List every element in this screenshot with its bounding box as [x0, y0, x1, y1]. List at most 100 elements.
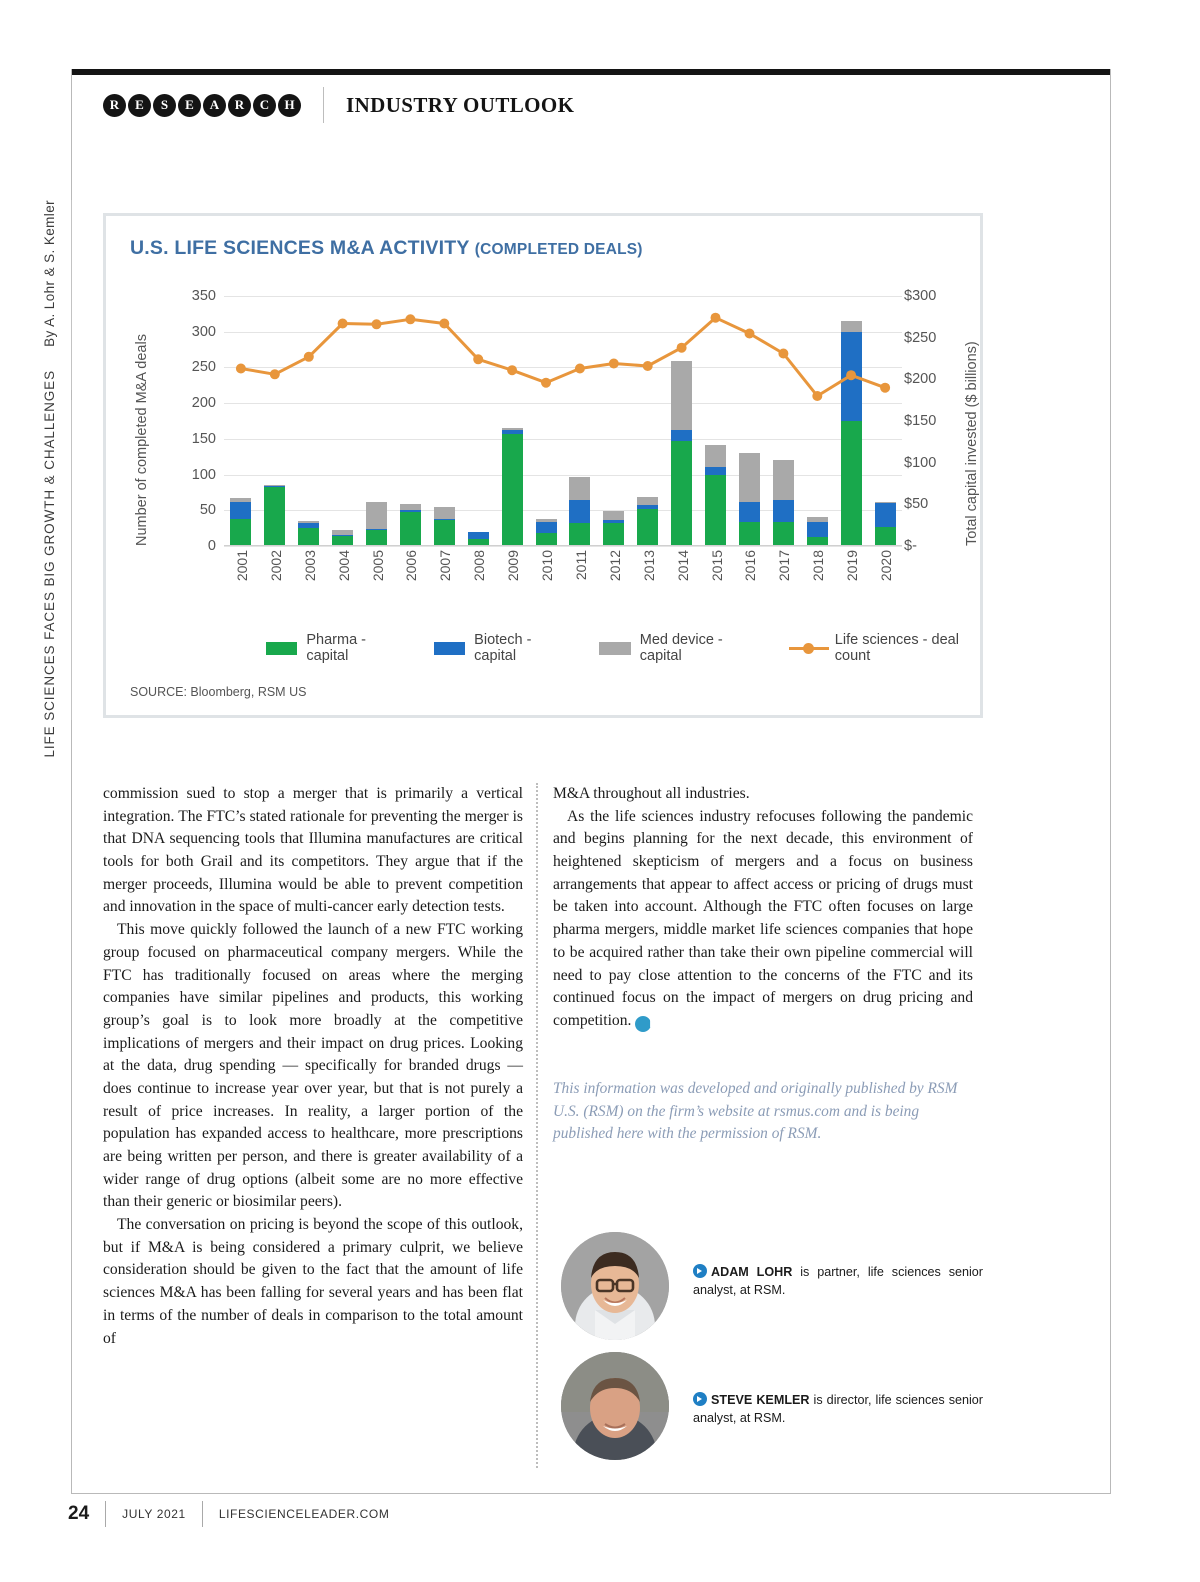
bio-role: is partner, life sciences senior analyst…: [693, 1265, 983, 1297]
bar-segment-med-device: [738, 453, 760, 503]
deal-count-line-series: [235, 312, 891, 401]
x-tick-label: 2012: [606, 550, 623, 582]
column-divider: [536, 783, 538, 1468]
bar-stack: [603, 511, 625, 546]
bar-segment-biotech: [433, 518, 455, 521]
bar-segment-biotech: [501, 430, 523, 434]
body-column-right: M&A throughout all industries. As the lif…: [553, 783, 973, 1033]
gridline: [224, 546, 902, 547]
chart-plot-area: Number of completed M&A deals Total capi…: [106, 276, 986, 666]
bar-segment-biotech: [298, 523, 320, 529]
gridline: [224, 474, 902, 476]
legend-swatch-icon: [599, 641, 631, 655]
bar-segment-med-device: [535, 518, 557, 522]
page-top-rule: [71, 69, 1111, 75]
chart-title-sub: (COMPLETED DEALS): [474, 241, 643, 258]
side-rail: By A. Lohr & S. Kemler LIFE SCIENCES FAC…: [36, 200, 72, 758]
body-paragraph: M&A throughout all industries.: [553, 785, 750, 802]
bio-role: is director, life sciences senior analys…: [693, 1393, 983, 1425]
x-tick-label: 2003: [301, 550, 318, 582]
y-tick-label-right: $200: [904, 371, 937, 388]
x-tick-label: 2020: [878, 550, 895, 582]
research-letter: R: [228, 93, 251, 117]
bar-segment-pharma: [230, 518, 252, 546]
deal-count-point: [846, 370, 857, 381]
x-tick-label: 2014: [674, 550, 691, 582]
research-letter: S: [153, 93, 176, 117]
deal-count-point: [574, 363, 585, 374]
x-axis-ticks: 2001 2002 2003 2004 2005 2006 2007 2008 2009 2010…: [224, 550, 902, 620]
bar-segment-med-device: [501, 428, 523, 431]
x-tick-label: 2001: [233, 550, 250, 582]
bar-stack: [501, 428, 523, 546]
legend-label: Life sciences - deal count: [834, 632, 959, 664]
bar-segment-biotech: [332, 534, 354, 536]
arrow-right-icon: [693, 1264, 707, 1278]
y-tick-label-left: 300: [191, 323, 216, 340]
y-tick-label-left: 150: [191, 430, 216, 447]
bar-segment-pharma: [298, 528, 320, 546]
y-axis-label-right: Total capital invested ($ billions): [964, 341, 980, 546]
research-letter: H: [278, 93, 301, 117]
bar-stack: [772, 460, 794, 546]
gridline: [224, 296, 902, 297]
bar-segment-pharma: [671, 441, 693, 546]
page-title: INDUSTRY OUTLOOK: [346, 92, 575, 117]
y-tick-label-right: $250: [904, 329, 937, 346]
arrow-right-icon: [693, 1392, 707, 1406]
bar-segment-biotech: [264, 486, 286, 488]
bar-segment-pharma: [772, 521, 794, 546]
chart-title-main: U.S. LIFE SCIENCES M&A ACTIVITY: [130, 237, 475, 259]
x-tick-label: 2013: [640, 550, 657, 582]
y-tick-label-left: 100: [191, 466, 216, 483]
legend-item-biotech: Biotech - capital: [433, 632, 570, 664]
bar-stack: [366, 501, 388, 546]
avatar-portrait-icon: [561, 1232, 669, 1340]
bar-segment-pharma: [399, 512, 421, 546]
y-tick-label-left: 0: [207, 538, 216, 554]
bar-segment-biotech: [671, 430, 693, 441]
bar-segment-med-device: [298, 521, 320, 524]
x-tick-label: 2008: [471, 550, 488, 582]
deal-count-polyline: [240, 316, 886, 398]
deal-count-point: [778, 348, 789, 359]
deal-count-point: [880, 382, 891, 393]
deal-count-point: [439, 318, 450, 329]
bar-segment-biotech: [806, 522, 828, 538]
bar-segment-pharma: [637, 508, 659, 546]
chart-legend: Pharma - capital Biotech - capital Med d…: [266, 632, 986, 664]
author-bio-adam-lohr: ADAM LOHR is partner, life sciences seni…: [553, 1232, 983, 1342]
bar-stack: [705, 444, 727, 546]
deal-count-point: [710, 312, 721, 323]
page-frame: [71, 69, 1111, 1494]
legend-swatch-icon: [433, 641, 466, 655]
x-tick-label: 2009: [505, 550, 522, 582]
bar-segment-med-device: [366, 501, 388, 529]
deal-count-point: [473, 354, 484, 365]
bar-segment-med-device: [603, 511, 625, 520]
bar-stack: [671, 361, 693, 546]
bar-segment-pharma: [705, 475, 727, 546]
y-tick-label-right: $150: [904, 413, 937, 429]
bar-stack: [433, 506, 455, 546]
bar-segment-biotech: [366, 528, 388, 531]
body-paragraph: As the life sciences industry refocuses …: [553, 807, 973, 1032]
issue-date: JULY 2021: [122, 1507, 186, 1521]
bar-stack: [738, 453, 760, 546]
bar-segment-med-device: [399, 503, 421, 510]
y-tick-label-right: $100: [904, 454, 937, 471]
deal-count-point: [235, 363, 246, 374]
deal-count-point: [642, 361, 653, 371]
x-tick-label: 2016: [742, 550, 759, 582]
bar-segment-pharma: [806, 537, 828, 546]
bar-stack: [806, 517, 828, 546]
bar-segment-biotech: [467, 532, 489, 539]
bar-stack: [467, 531, 489, 546]
footer-divider: [201, 1501, 203, 1527]
gridline: [224, 510, 902, 512]
website-url: LIFESCIENCELEADER.COM: [218, 1507, 390, 1521]
gridline: [224, 331, 902, 333]
x-tick-label: 2018: [810, 550, 827, 582]
research-letter: C: [253, 93, 276, 117]
